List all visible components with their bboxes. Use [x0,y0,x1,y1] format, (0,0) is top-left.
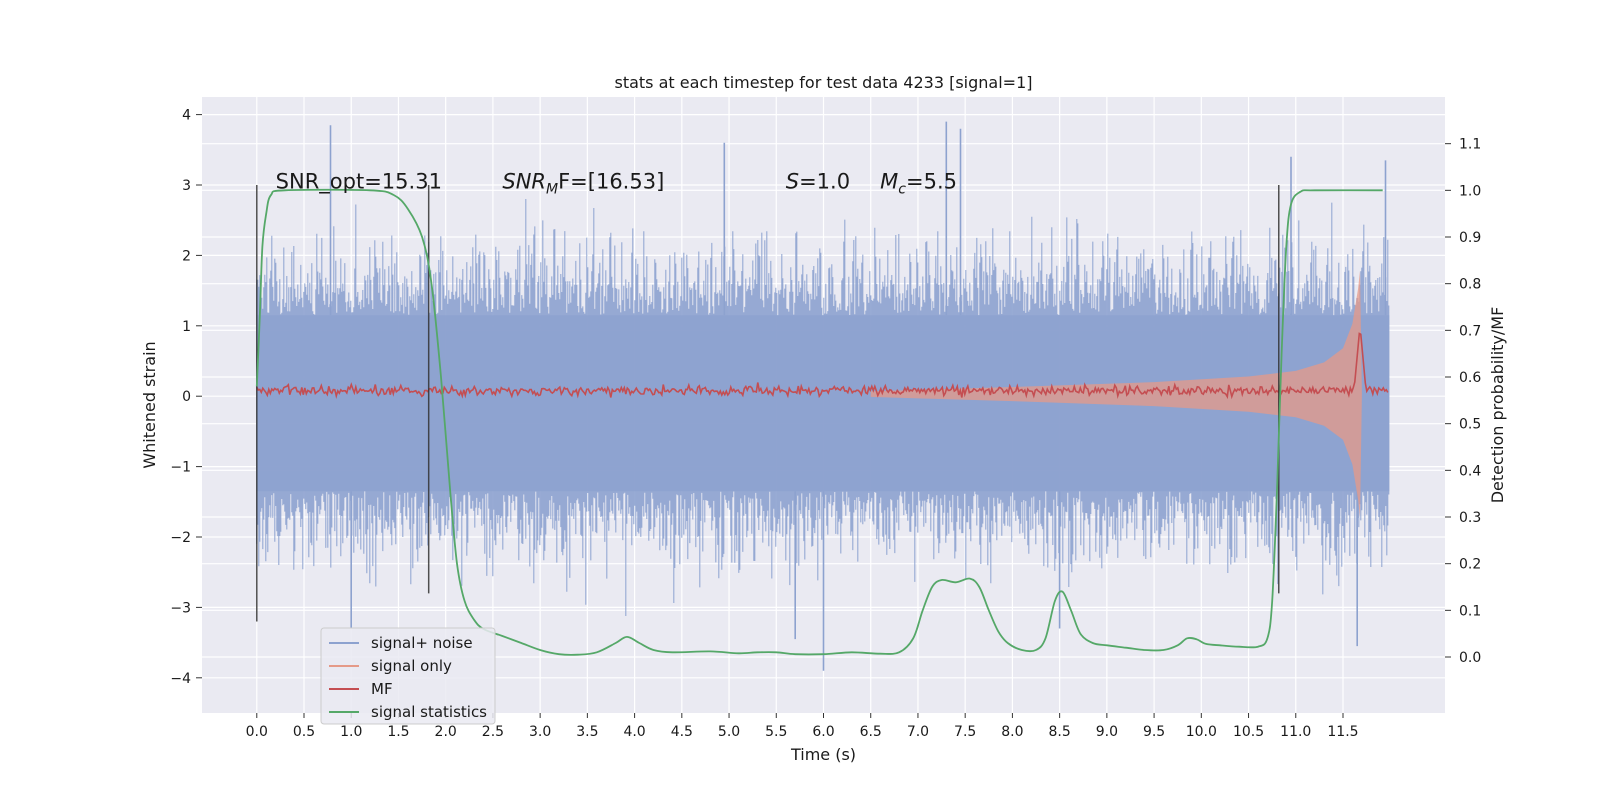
x-tick-label: 5.5 [765,724,787,740]
x-tick-label: 11.0 [1280,724,1311,740]
x-tick-label: 5.0 [718,724,740,740]
y-left-tick-label: 0 [182,389,191,405]
x-tick-label: 6.0 [812,724,834,740]
x-tick-label: 3.5 [576,724,598,740]
y-right-tick-label: 0.7 [1459,323,1481,339]
y-right-tick-label: 0.0 [1459,650,1481,666]
x-tick-label: 7.5 [954,724,976,740]
signal-noise-peaks [329,121,1387,671]
x-tick-label: 10.5 [1233,724,1264,740]
y-right-tick-label: 0.9 [1459,230,1481,246]
x-tick-label: 11.5 [1327,724,1358,740]
legend-label: MF [371,680,393,698]
y-left-tick-label: 3 [182,178,191,194]
x-tick-label: 6.5 [860,724,882,740]
x-tick-label: 9.5 [1143,724,1165,740]
x-tick-label: 8.5 [1048,724,1070,740]
x-tick-label: 8.0 [1001,724,1023,740]
y-left-tick-label: 4 [182,108,191,124]
mf-series [256,332,1389,400]
y-left-tick-label: −1 [170,460,191,476]
signal-statistics-series [255,188,1383,656]
x-tick-label: 2.5 [482,724,504,740]
annotation-text: S=1.0 [786,169,850,193]
y-right-tick-label: 1.1 [1459,137,1481,153]
chart-title: stats at each timestep for test data 423… [614,73,1032,92]
y-right-tick-label: 0.3 [1459,510,1481,526]
y-right-tick-label: 0.1 [1459,603,1481,619]
y-right-tick-label: 0.8 [1459,277,1481,293]
y-left-tick-label: 1 [182,319,191,335]
x-tick-label: 7.0 [907,724,929,740]
y-right-tick-label: 0.2 [1459,557,1481,573]
x-tick-label: 0.5 [293,724,315,740]
x-tick-label: 10.0 [1186,724,1217,740]
annotation-text: SNRMF=[16.53] [502,169,664,197]
x-tick-label: 0.0 [246,724,268,740]
x-tick-label: 1.5 [387,724,409,740]
y-left-tick-label: −2 [170,530,191,546]
y-left-tick-label: −3 [170,600,191,616]
y-right-tick-label: 0.5 [1459,417,1481,433]
legend-box [320,627,496,725]
x-axis-label: Time (s) [790,745,856,764]
x-tick-label: 4.5 [671,724,693,740]
x-tick-label: 2.0 [435,724,457,740]
y-left-tick-label: 2 [182,248,191,264]
x-tick-label: 9.0 [1096,724,1118,740]
y-right-tick-label: 0.4 [1459,463,1481,479]
y-left-tick-label: −4 [170,671,191,687]
y-axis-left-label: Whitened strain [140,341,159,468]
y-right-tick-label: 0.6 [1459,370,1481,386]
legend-label: signal only [371,657,452,675]
x-tick-label: 3.0 [529,724,551,740]
legend-label: signal+ noise [371,634,473,652]
annotation-text: SNR_opt=15.31 [276,169,442,194]
x-tick-label: 4.0 [623,724,645,740]
legend-label: signal statistics [371,703,487,721]
annotation-text: Mc=5.5 [880,169,957,197]
x-tick-label: 1.0 [340,724,362,740]
signal-only-series [870,270,1362,518]
y-right-tick-label: 1.0 [1459,183,1481,199]
y-axis-right-label: Detection probability/MF [1488,307,1507,504]
